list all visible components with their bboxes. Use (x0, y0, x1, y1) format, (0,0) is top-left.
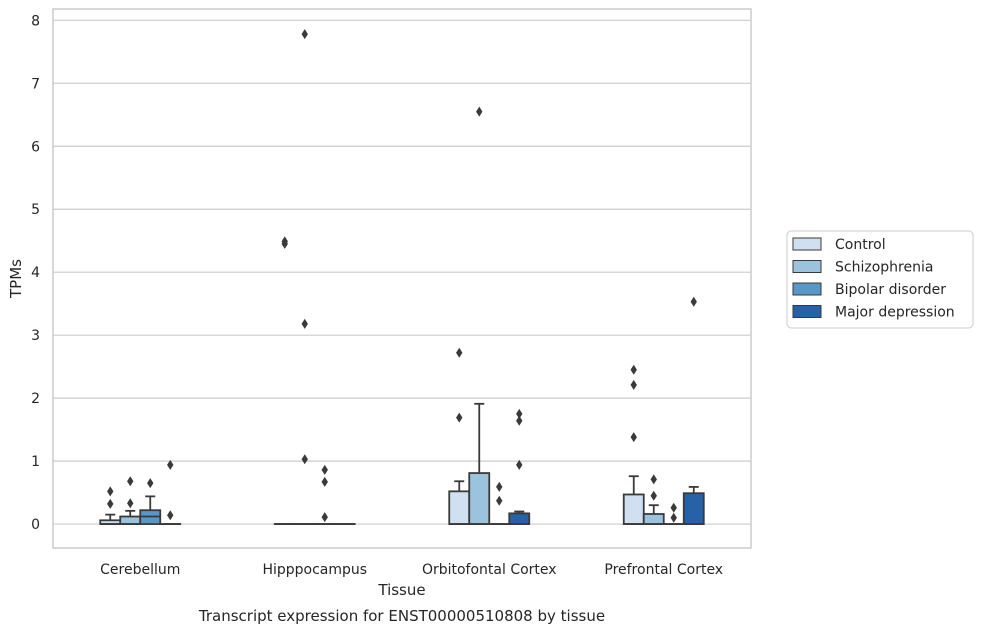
legend-label: Major depression (835, 305, 955, 321)
y-tick-label: 8 (31, 13, 40, 29)
legend-label: Bipolar disorder (835, 282, 946, 298)
y-tick-label: 5 (31, 202, 40, 218)
outlier-point (630, 379, 637, 390)
legend-swatch (792, 237, 822, 251)
outlier-point (301, 318, 308, 329)
box-control (622, 475, 645, 525)
outlier-point (127, 498, 134, 509)
outliers (107, 29, 697, 523)
box-major-depression (682, 486, 705, 525)
box-body (508, 512, 531, 525)
y-tick-label: 0 (31, 517, 40, 533)
y-tick-label: 4 (31, 265, 40, 281)
legend-label: Schizophrenia (835, 260, 933, 276)
plot-frame (52, 8, 752, 549)
y-tick-label: 6 (31, 139, 40, 155)
outlier-point (516, 408, 523, 419)
y-tick-label: 2 (31, 391, 40, 407)
outlier-point (670, 512, 677, 523)
outlier-point (127, 476, 134, 487)
legend-label: Control (835, 237, 886, 253)
outlier-point (630, 364, 637, 375)
outlier-point (456, 347, 463, 358)
legend-swatch (792, 260, 822, 273)
outlier-point (107, 486, 114, 497)
outlier-point (167, 459, 174, 470)
box-schizophrenia (642, 504, 665, 525)
x-tick-label: Prefrontal Cortex (604, 562, 723, 578)
outlier-point (496, 481, 503, 492)
outlier-point (476, 106, 483, 117)
x-tick-label: Cerebellum (100, 562, 180, 578)
chart-caption: Transcript expression for ENST0000051080… (198, 607, 605, 625)
outlier-point (301, 29, 308, 40)
outlier-point (301, 454, 308, 465)
outlier-point (516, 415, 523, 426)
gridlines (53, 19, 751, 525)
outlier-point (456, 412, 463, 423)
outlier-point (147, 478, 154, 489)
y-tick-label: 7 (31, 76, 40, 92)
outlier-point (107, 498, 114, 509)
outlier-point (690, 296, 697, 307)
outlier-point (321, 476, 328, 487)
outlier-point (321, 464, 328, 475)
box-body (642, 513, 665, 525)
outlier-point (650, 490, 657, 501)
box-control (99, 513, 122, 525)
box-schizophrenia (119, 509, 142, 525)
y-tick-label: 1 (31, 454, 40, 470)
box-major-depression (508, 510, 531, 525)
outlier-point (321, 512, 328, 523)
outlier-point (281, 236, 288, 247)
outlier-point (496, 495, 503, 506)
x-tick-label: Hipppocampus (262, 562, 367, 578)
box-control (448, 480, 471, 525)
boxes (99, 402, 705, 525)
x-axis-label: Tissue (377, 581, 425, 599)
outlier-point (670, 502, 677, 513)
x-tick-label: Orbitofontal Cortex (422, 562, 557, 578)
outlier-point (650, 474, 657, 485)
y-tick-label: 3 (31, 328, 40, 344)
box-bipolar-disorder (139, 495, 162, 525)
outlier-point (167, 510, 174, 521)
outlier-point (516, 459, 523, 470)
legend: Control Schizophrenia Bipolar disorder Majo… (786, 230, 974, 329)
box-body (119, 515, 142, 525)
box-body (448, 490, 471, 525)
legend-swatch (792, 282, 822, 296)
box-body (682, 492, 705, 525)
legend-swatch (792, 305, 822, 318)
legend-frame (786, 230, 974, 329)
outlier-point (630, 432, 637, 443)
box-schizophrenia (468, 402, 491, 525)
box-body (468, 472, 491, 525)
y-axis-label: TPMs (7, 259, 25, 299)
x-axis-ticks: Cerebellum Hipppocampus Orbitofontal Corte… (100, 562, 723, 578)
box-body (622, 493, 645, 525)
y-axis-ticks: 0 1 2 3 4 5 6 7 8 (31, 13, 40, 533)
